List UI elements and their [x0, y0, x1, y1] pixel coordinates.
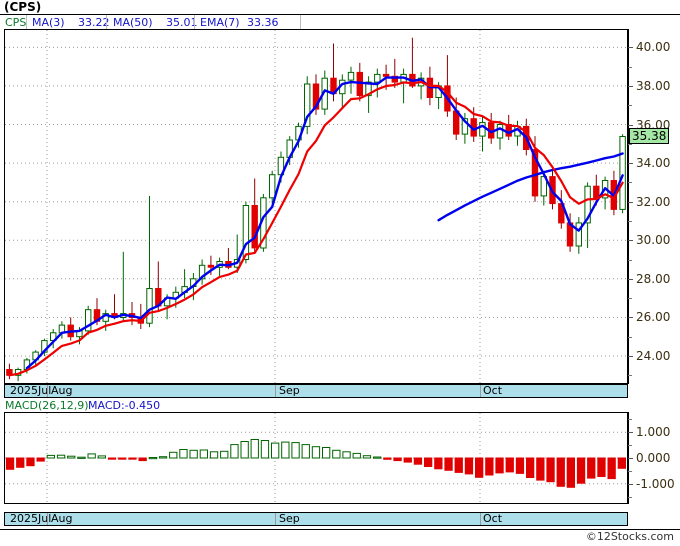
price-axis-tick: [628, 47, 633, 49]
price-axis-minor-tick: [628, 336, 632, 338]
date-axis-label: Oct: [483, 512, 503, 525]
date-axis-separator: [275, 513, 276, 525]
current-price-tag: 35.38: [629, 128, 670, 145]
price-axis-tick: [628, 201, 633, 203]
price-axis-label: 34.00: [636, 156, 671, 171]
legend-ema7-name: EMA(7): [200, 16, 240, 29]
date-axis-separator: [480, 513, 481, 525]
price-axis-minor-tick: [628, 66, 632, 68]
macd-axis-label: 0.000: [636, 451, 671, 465]
price-axis-tick: [628, 85, 633, 87]
legend-ma50-name: MA(50): [113, 16, 153, 29]
date-axis-label: 2025Jul: [10, 384, 52, 397]
price-axis-minor-tick: [628, 298, 632, 300]
legend-separator: [106, 15, 107, 29]
legend-separator: [26, 15, 27, 29]
price-axis-label: 38.00: [636, 78, 671, 93]
title-bar: (CPS): [0, 0, 680, 15]
price-axis-tick: [628, 278, 633, 280]
page-title: (CPS): [4, 0, 42, 14]
legend-ma3-value: 33.22: [78, 16, 110, 29]
price-axis-minor-tick: [628, 105, 632, 107]
price-plot-area: [5, 30, 627, 383]
macd-axis-tick: [628, 483, 633, 485]
price-axis-minor-tick: [628, 220, 632, 222]
legend-ma3-name: MA(3): [32, 16, 65, 29]
date-axis-label: Aug: [51, 384, 73, 397]
legend-separator: [300, 15, 301, 29]
footer-credit: ©12Stocks.com: [585, 530, 674, 543]
date-axis-separator: [47, 385, 48, 397]
macd-axis-minor-tick: [628, 496, 632, 498]
date-axis-separator: [275, 385, 276, 397]
macd-axis: 1.000 0.000 -1.000: [628, 412, 680, 504]
footer-divider: [0, 529, 680, 530]
legend-symbol: CPS: [5, 16, 27, 29]
macd-axis-minor-tick: [628, 470, 632, 472]
macd-plot-area: [5, 413, 627, 503]
date-axis-macd: 2025Jul Aug Sep Oct: [4, 512, 628, 526]
price-axis-tick: [628, 124, 633, 126]
price-axis-label: 28.00: [636, 271, 671, 286]
price-axis-minor-tick: [628, 375, 632, 377]
macd-axis-tick: [628, 458, 633, 459]
date-axis-separator: [480, 385, 481, 397]
macd-axis-minor-tick: [628, 419, 632, 421]
price-axis-minor-tick: [628, 182, 632, 184]
price-axis-label: 24.00: [636, 348, 671, 363]
title-divider: [0, 14, 680, 15]
macd-axis-label: -1.000: [636, 476, 675, 491]
date-axis-label: Sep: [279, 512, 300, 525]
price-axis-tick: [628, 240, 633, 242]
macd-axis-minor-tick: [628, 445, 632, 447]
price-axis-line: [628, 29, 629, 384]
macd-chart-panel[interactable]: [4, 412, 628, 504]
legend-ma50-value: 35.01: [166, 16, 198, 29]
date-axis-label: Oct: [483, 384, 503, 397]
date-axis-price: 2025Jul Aug Sep Oct: [4, 384, 628, 398]
date-axis-label: Aug: [51, 512, 73, 525]
macd-legend-name: MACD(26,12,9): [5, 399, 89, 412]
macd-axis-label: 1.000: [636, 425, 671, 440]
price-axis-label: 30.00: [636, 233, 671, 248]
legend-separator: [194, 15, 195, 29]
date-axis-separator: [47, 513, 48, 525]
price-chart-panel[interactable]: [4, 29, 628, 384]
price-axis-tick: [628, 163, 633, 165]
date-axis-label: Sep: [279, 384, 300, 397]
macd-axis-tick: [628, 432, 633, 434]
macd-legend: MACD(26,12,9) MACD:-0.450: [0, 398, 658, 412]
price-axis-label: 40.00: [636, 40, 671, 55]
legend-ema7-value: 33.36: [247, 16, 279, 29]
price-axis-tick: [628, 317, 633, 319]
price-axis-label: 36.00: [636, 117, 671, 132]
price-axis-minor-tick: [628, 259, 632, 261]
price-legend: CPS MA(3) 33.22 MA(50) 35.01 EMA(7) 33.3…: [0, 15, 658, 29]
price-axis-tick: [628, 355, 633, 357]
price-axis-label: 32.00: [636, 194, 671, 209]
price-axis: 40.00 38.00 36.00 34.00 32.00 30.00 28.00 26.00…: [628, 29, 680, 384]
macd-legend-value: MACD:-0.450: [88, 399, 161, 412]
price-axis-label: 26.00: [636, 310, 671, 325]
date-axis-label: 2025Jul: [10, 512, 52, 525]
